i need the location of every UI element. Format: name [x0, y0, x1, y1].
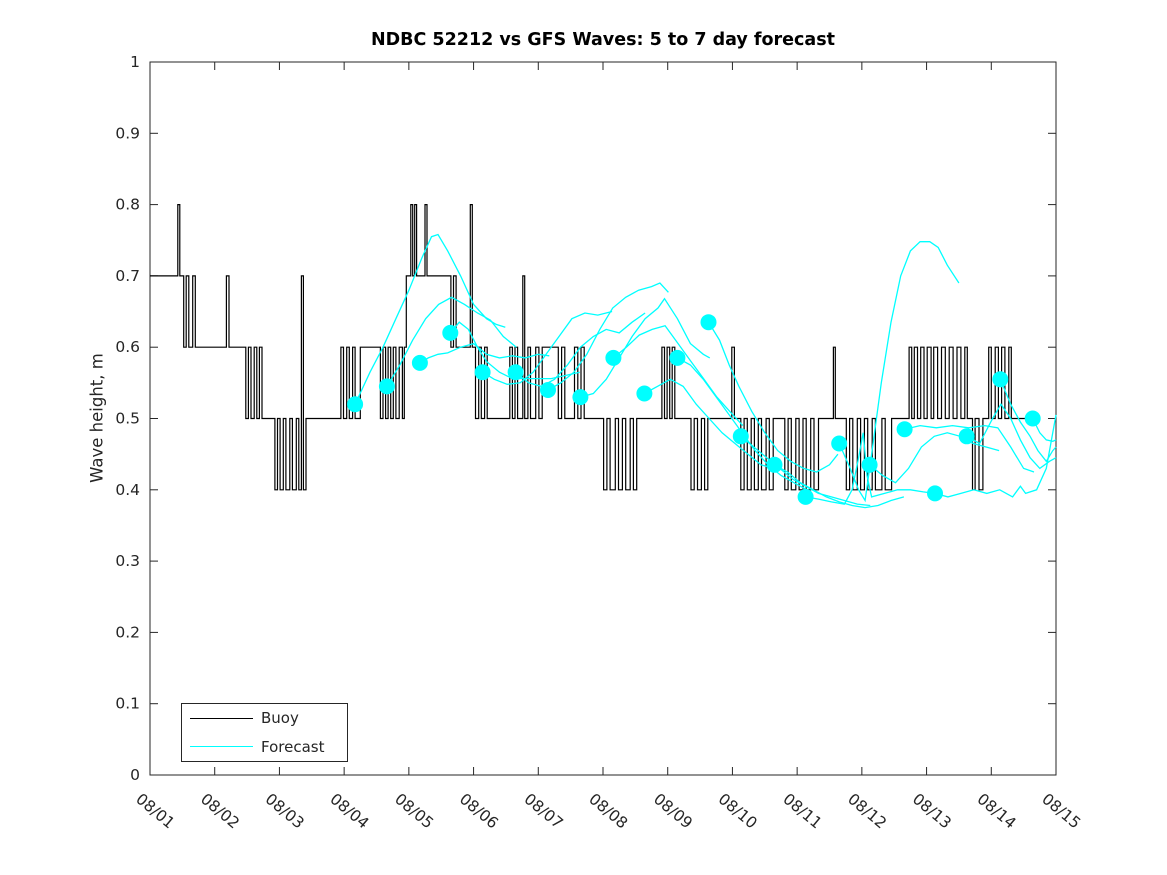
- forecast-marker: [378, 378, 395, 395]
- forecast-marker: [669, 349, 686, 366]
- legend-label-buoy: Buoy: [261, 709, 299, 728]
- forecast-line: [838, 241, 960, 503]
- y-axis-label: Wave height, m: [87, 353, 107, 483]
- forecast-line: [482, 310, 613, 385]
- forecast-line: [612, 325, 744, 427]
- y-tick-label: 0.3: [115, 552, 140, 570]
- forecast-marker: [927, 485, 943, 502]
- forecast-marker: [797, 488, 814, 505]
- forecast-line-swatch: [190, 746, 253, 748]
- forecast-marker: [605, 349, 622, 366]
- y-tick-label: 0.8: [115, 196, 140, 214]
- forecast-marker: [958, 428, 975, 445]
- x-tick-label: 08/05: [391, 790, 437, 833]
- x-tick-label: 08/15: [1038, 790, 1084, 833]
- legend-entry-forecast: Forecast: [182, 733, 347, 761]
- forecast-line: [644, 378, 774, 470]
- forecast-line: [774, 464, 905, 509]
- forecast-line: [449, 321, 580, 380]
- x-tick-label: 08/02: [197, 790, 243, 833]
- x-tick-label: 08/10: [715, 790, 761, 833]
- forecast-marker: [347, 396, 364, 413]
- forecast-line: [999, 379, 1057, 463]
- x-tick-label: 08/11: [779, 790, 825, 833]
- y-tick-label: 0.2: [115, 623, 140, 641]
- x-tick-label: 08/04: [326, 790, 372, 833]
- forecast-marker: [992, 371, 1009, 388]
- forecast-line: [515, 312, 646, 388]
- x-tick-label: 08/13: [909, 790, 955, 833]
- x-tick-label: 08/08: [585, 790, 631, 833]
- x-tick-label: 08/03: [262, 790, 308, 833]
- x-tick-label: 08/01: [132, 790, 178, 833]
- forecast-marker: [572, 389, 589, 406]
- forecast-line: [1032, 418, 1057, 442]
- forecast-line: [707, 321, 839, 473]
- y-tick-label: 0.1: [115, 695, 140, 713]
- forecast-line: [934, 414, 1057, 498]
- forecast-marker: [411, 354, 428, 371]
- forecast-line: [386, 296, 517, 387]
- forecast-line: [869, 432, 1000, 484]
- forecast-line: [547, 282, 669, 391]
- forecast-line: [677, 357, 808, 491]
- y-tick-label: 0: [130, 766, 140, 784]
- forecast-line: [904, 424, 1035, 473]
- forecast-marker: [732, 428, 749, 445]
- forecast-marker: [861, 456, 878, 473]
- x-tick-label: 08/07: [521, 790, 567, 833]
- forecast-marker: [700, 314, 717, 331]
- forecast-line: [966, 402, 1057, 470]
- y-tick-label: 0.5: [115, 410, 140, 428]
- y-tick-label: 0.9: [115, 124, 140, 142]
- forecast-line: [580, 297, 711, 398]
- y-tick-label: 0.7: [115, 267, 140, 285]
- forecast-line: [805, 432, 936, 505]
- y-tick-label: 1: [130, 53, 140, 71]
- y-tick-label: 0.6: [115, 338, 140, 356]
- legend-label-forecast: Forecast: [261, 737, 325, 756]
- legend-box: Buoy Forecast: [181, 703, 348, 762]
- forecast-marker: [507, 364, 524, 381]
- forecast-marker: [766, 456, 783, 473]
- x-tick-label: 08/12: [844, 790, 890, 833]
- forecast-line: [419, 342, 550, 364]
- forecast-marker: [1024, 410, 1041, 427]
- x-tick-label: 08/14: [974, 790, 1020, 833]
- forecast-marker: [636, 385, 653, 402]
- forecast-marker: [540, 382, 556, 398]
- chart-title: NDBC 52212 vs GFS Waves: 5 to 7 day fore…: [370, 30, 836, 50]
- forecast-marker: [831, 435, 848, 452]
- forecast-marker: [474, 364, 491, 381]
- buoy-line: [150, 204, 1027, 491]
- forecast-marker: [896, 421, 913, 438]
- buoy-line-swatch: [190, 717, 253, 719]
- forecast-marker: [442, 324, 459, 341]
- y-tick-label: 0.4: [115, 481, 140, 499]
- legend-entry-buoy: Buoy: [182, 704, 347, 732]
- x-tick-label: 08/06: [456, 790, 502, 833]
- x-tick-label: 08/09: [650, 790, 696, 833]
